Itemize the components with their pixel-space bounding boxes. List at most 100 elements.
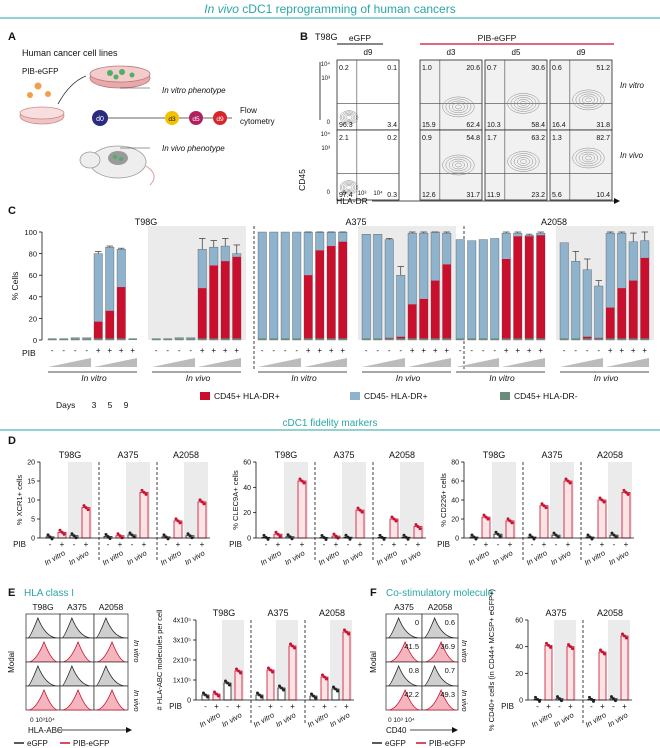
c-day-2: 9	[124, 400, 129, 410]
dot	[588, 695, 591, 699]
pib-sign: -	[334, 702, 337, 711]
contour-ring	[578, 93, 599, 107]
dot	[392, 517, 396, 521]
in-vivo-label: In vivo	[399, 549, 422, 568]
pib-sign: -	[558, 702, 561, 711]
c-pib-sign: -	[482, 346, 485, 355]
dot	[174, 517, 178, 521]
quadrant-ur: 82.7	[596, 135, 610, 142]
dot	[217, 694, 220, 698]
c-ramp	[258, 358, 301, 367]
hist-col-label: A375	[394, 602, 414, 612]
ytick-label: 0	[31, 536, 35, 543]
contour-ring	[455, 162, 462, 168]
c-bar-red	[442, 264, 451, 340]
dot	[162, 533, 166, 537]
ytick-label: 20	[451, 517, 459, 524]
contour-ring	[342, 182, 356, 193]
c-day-0: 3	[92, 400, 97, 410]
hist-value: 42.2	[404, 690, 419, 699]
pib-sign: -	[226, 702, 229, 711]
d3-node	[165, 111, 179, 125]
contour-ring	[448, 100, 469, 114]
c-bar-green	[128, 338, 137, 340]
c-pib-sign: +	[421, 346, 426, 355]
contour-ring	[451, 102, 465, 112]
f-legend-egfp: eGFP	[385, 739, 406, 748]
pib-sign: +	[268, 702, 273, 711]
dot	[544, 506, 548, 510]
c-bar-red	[408, 304, 417, 340]
d0-node	[92, 110, 108, 126]
contour-ring	[339, 180, 359, 195]
c-bar-green	[594, 338, 603, 340]
in-vitro-label: In vitro	[101, 548, 125, 567]
dot	[621, 632, 624, 636]
dot	[62, 532, 66, 536]
c-bar-green	[513, 338, 522, 340]
pib-label: PIB	[501, 702, 514, 711]
pib-sign: +	[344, 702, 349, 711]
hist-value: 0.8	[409, 666, 419, 675]
pib-sign: -	[73, 540, 76, 549]
c-bar-blue	[384, 239, 394, 341]
panel-d-title: cDC1 fidelity markers	[282, 418, 377, 429]
in-vitro-label: In vitro	[252, 710, 276, 729]
c-bar-green	[269, 338, 278, 340]
dot	[260, 695, 263, 699]
dot	[213, 690, 216, 694]
dot	[542, 504, 546, 508]
dot	[280, 686, 283, 690]
c-invivo-shade	[556, 226, 654, 340]
c-pib-sign: +	[515, 346, 520, 355]
dot	[598, 496, 602, 500]
pib-sign: -	[204, 702, 207, 711]
panel-f-title: Co-stimulatory molecule	[386, 588, 494, 599]
c-bar-green	[105, 338, 114, 340]
panel-label-f: F	[370, 587, 377, 599]
ytick-label: 2x10⁵	[173, 658, 191, 665]
contour-ring	[516, 99, 530, 108]
c-pib-sign: -	[470, 346, 473, 355]
c-bar-green	[490, 338, 499, 340]
c-pib-sign: -	[284, 346, 287, 355]
c-bar-green	[456, 338, 465, 340]
c-bar-green	[502, 338, 511, 340]
dot	[325, 677, 328, 681]
dot	[470, 533, 474, 537]
b-xlabel: HLA-DR	[336, 196, 368, 206]
histogram-curve	[61, 664, 93, 687]
c-group-label: In vitro	[489, 373, 515, 383]
cell-line-label: A375	[117, 450, 138, 460]
in-vivo-label: In vivo	[183, 549, 206, 568]
dot	[274, 530, 278, 534]
dot	[482, 513, 486, 517]
panel-a-title: Human cancer cell lines	[22, 48, 118, 58]
panel-label-d: D	[8, 435, 16, 447]
dot	[418, 527, 422, 531]
dot	[130, 533, 134, 537]
c-pib-sign: +	[200, 346, 205, 355]
c-pib-label: PIB	[22, 348, 36, 358]
c-bar-blue	[467, 240, 477, 341]
bar	[234, 670, 243, 701]
quadrant-ur: 30.6	[531, 65, 545, 72]
panel-e: E HLA class I T98G A375 A2058 Modal 0 10³10⁴…	[7, 587, 354, 748]
contour-ring	[578, 151, 599, 165]
contour-ring	[572, 147, 605, 169]
bar	[266, 669, 275, 701]
c-bar-red	[232, 256, 241, 340]
in-vitro-label: In vitro	[159, 548, 183, 567]
b-ytick-0-0: 10⁴	[321, 61, 331, 68]
f-invivo: In vivo	[460, 690, 469, 712]
c-bar-red	[338, 241, 347, 340]
c-bar-blue	[582, 269, 592, 341]
c-bar-green	[373, 338, 382, 340]
contour-ring	[510, 95, 537, 112]
pib-sign: -	[49, 540, 52, 549]
quadrant-lr: 3.4	[387, 122, 397, 129]
dot	[198, 498, 202, 502]
in-vivo-label: In vivo	[552, 711, 575, 730]
c-ytick-label: 100	[24, 228, 37, 237]
b-ytick-1-1: 10³	[321, 146, 330, 152]
